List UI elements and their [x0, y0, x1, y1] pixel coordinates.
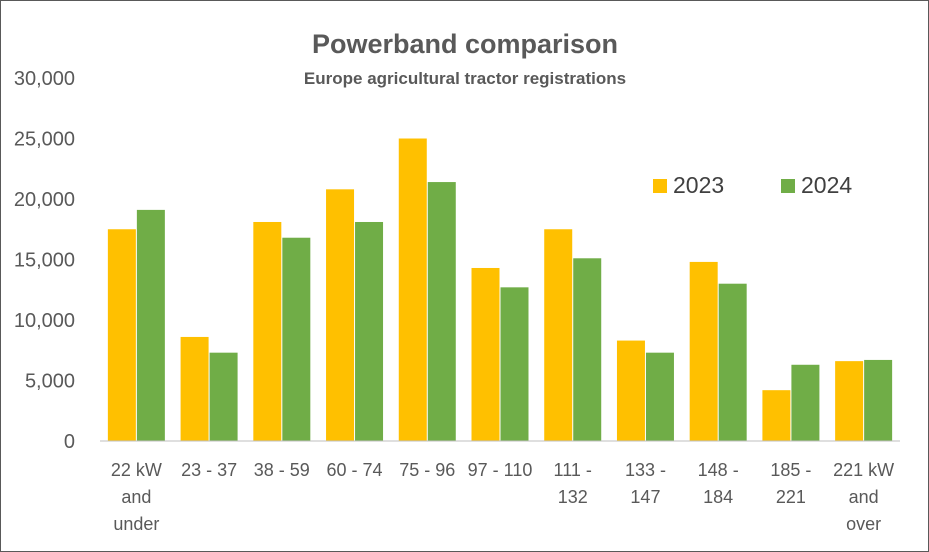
bar-2024-9 — [791, 364, 820, 441]
x-tick-label: 133 - — [625, 460, 666, 480]
x-tick-label: 185 - — [770, 460, 811, 480]
chart-title: Powerband comparison — [312, 29, 618, 59]
x-axis-labels: 22 kW and under 23 - 37 38 - 59 60 - 74 75 - 9… — [111, 460, 894, 534]
x-tick-label: and — [849, 487, 879, 507]
bar-2023-5 — [471, 267, 500, 441]
bar-2024-7 — [645, 352, 674, 441]
bar-2024-4 — [427, 182, 456, 441]
bar-2023-4 — [398, 138, 427, 441]
y-tick-label: 20,000 — [14, 189, 75, 211]
x-tick-label: 132 — [558, 487, 588, 507]
y-tick-label: 10,000 — [14, 310, 75, 332]
bar-2023-0 — [107, 229, 136, 441]
x-tick-label: 22 kW — [111, 460, 162, 480]
legend: 2023 2024 — [653, 172, 852, 198]
x-tick-label: 221 kW — [833, 460, 894, 480]
bar-2023-6 — [544, 229, 573, 441]
x-tick-label: over — [846, 514, 881, 534]
bar-2023-1 — [180, 336, 209, 441]
bar-2024-1 — [209, 352, 238, 441]
y-tick-label: 15,000 — [14, 250, 75, 272]
bar-2024-2 — [282, 237, 311, 441]
y-tick-label: 0 — [64, 431, 75, 453]
bar-2024-0 — [136, 209, 165, 441]
y-tick-label: 30,000 — [14, 68, 75, 90]
legend-swatch-2023 — [653, 179, 667, 193]
x-tick-label: 75 - 96 — [399, 460, 455, 480]
x-tick-label: 38 - 59 — [254, 460, 310, 480]
bar-2023-9 — [762, 390, 791, 441]
bar-2023-8 — [689, 261, 718, 441]
x-tick-label: 60 - 74 — [327, 460, 383, 480]
x-tick-label: 97 - 110 — [468, 460, 533, 480]
bars — [107, 138, 893, 441]
y-tick-label: 5,000 — [25, 371, 75, 393]
bar-2023-3 — [326, 189, 355, 441]
bar-2023-7 — [616, 340, 645, 441]
chart-subtitle: Europe agricultural tractor registration… — [304, 69, 626, 88]
x-tick-label: 23 - 37 — [181, 460, 237, 480]
legend-swatch-2024 — [781, 179, 795, 193]
y-axis-ticks: 0 5,000 10,000 15,000 20,000 25,000 30,000 — [14, 68, 75, 453]
x-tick-label: 147 — [630, 487, 660, 507]
bar-2024-10 — [864, 359, 893, 441]
bar-2024-6 — [573, 258, 602, 441]
x-tick-label: 148 - — [698, 460, 739, 480]
x-tick-label: and — [121, 487, 151, 507]
bar-2024-3 — [355, 221, 384, 441]
x-tick-label: 184 — [703, 487, 733, 507]
x-tick-label: 111 - — [554, 460, 592, 480]
bar-2024-5 — [500, 287, 529, 441]
bar-2023-2 — [253, 221, 282, 441]
bar-2024-8 — [718, 283, 747, 441]
y-tick-label: 25,000 — [14, 129, 75, 151]
legend-label-2023: 2023 — [673, 172, 724, 198]
bar-2023-10 — [835, 361, 864, 441]
x-tick-label: under — [113, 514, 159, 534]
x-tick-label: 221 — [776, 487, 806, 507]
legend-label-2024: 2024 — [801, 172, 852, 198]
